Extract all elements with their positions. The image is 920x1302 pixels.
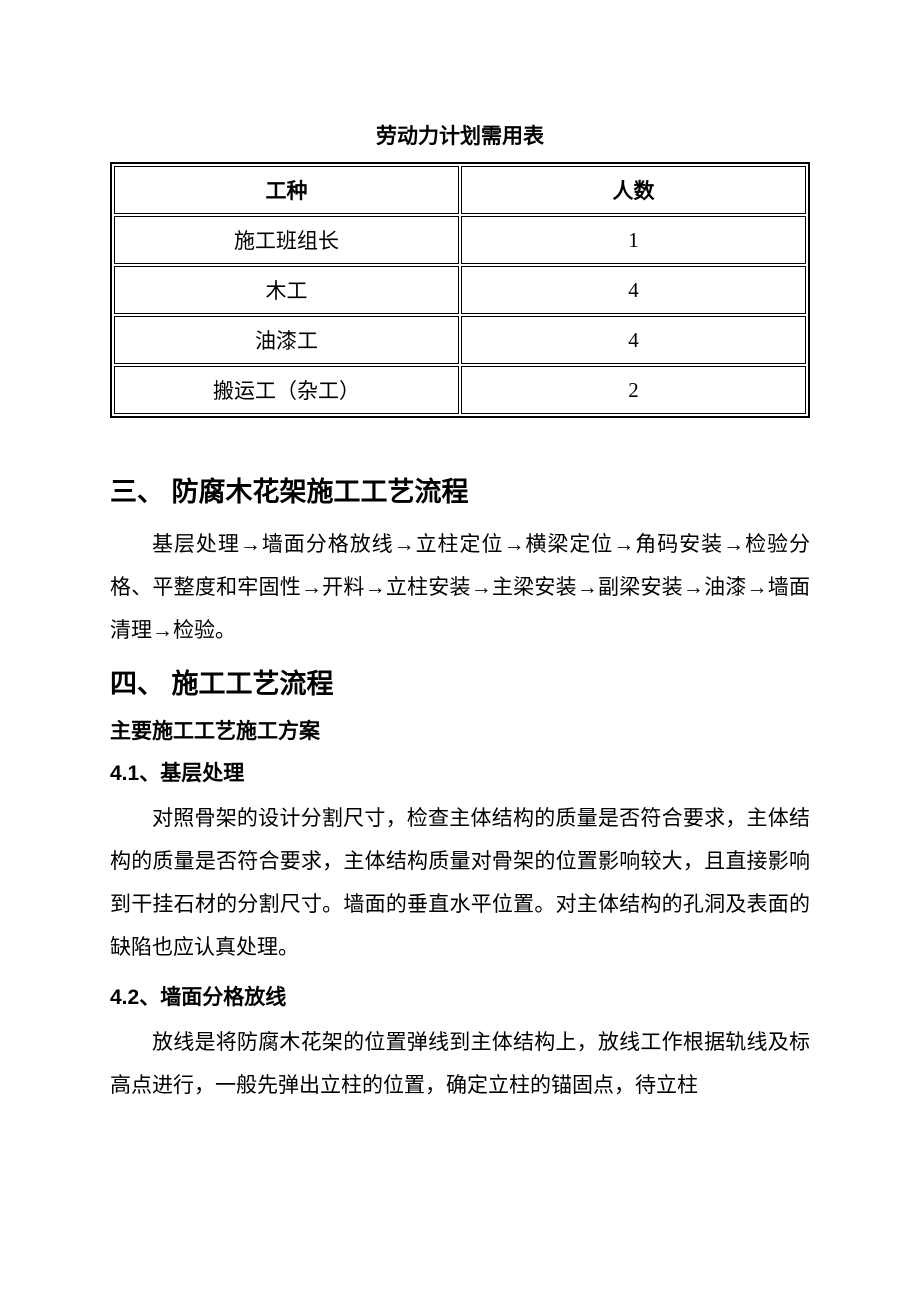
section-4-2-title: 4.2、墙面分格放线 — [110, 981, 810, 1011]
cell-count: 4 — [461, 316, 806, 364]
cell-count: 4 — [461, 266, 806, 314]
labor-table: 工种 人数 施工班组长 1 木工 4 油漆工 4 搬运工（杂工） 2 — [110, 162, 810, 418]
table-row: 施工班组长 1 — [114, 216, 806, 264]
table-row: 搬运工（杂工） 2 — [114, 366, 806, 414]
section-3-heading: 三、 防腐木花架施工工艺流程 — [110, 470, 810, 509]
cell-role: 施工班组长 — [114, 216, 459, 264]
cell-role: 木工 — [114, 266, 459, 314]
section-3-paragraph: 基层处理→墙面分格放线→立柱定位→横梁定位→角码安装→检验分格、平整度和牢固性→… — [110, 523, 810, 652]
section-4-1-text: 对照骨架的设计分割尺寸，检查主体结构的质量是否符合要求，主体结构的质量是否符合要… — [110, 797, 810, 969]
document-page: 劳动力计划需用表 工种 人数 施工班组长 1 木工 4 油漆工 4 搬运工（杂工… — [0, 0, 920, 1302]
cell-role: 搬运工（杂工） — [114, 366, 459, 414]
cell-count: 1 — [461, 216, 806, 264]
table-header-count: 人数 — [461, 166, 806, 214]
section-4-2-text: 放线是将防腐木花架的位置弹线到主体结构上，放线工作根据轨线及标高点进行，一般先弹… — [110, 1021, 810, 1107]
table-header-role: 工种 — [114, 166, 459, 214]
table-row: 油漆工 4 — [114, 316, 806, 364]
section-4-heading: 四、 施工工艺流程 — [110, 662, 810, 701]
table-title: 劳动力计划需用表 — [110, 120, 810, 150]
section-4-1-title: 4.1、基层处理 — [110, 757, 810, 787]
table-row: 木工 4 — [114, 266, 806, 314]
table-header-row: 工种 人数 — [114, 166, 806, 214]
cell-count: 2 — [461, 366, 806, 414]
section-4-subheading: 主要施工工艺施工方案 — [110, 715, 810, 745]
cell-role: 油漆工 — [114, 316, 459, 364]
